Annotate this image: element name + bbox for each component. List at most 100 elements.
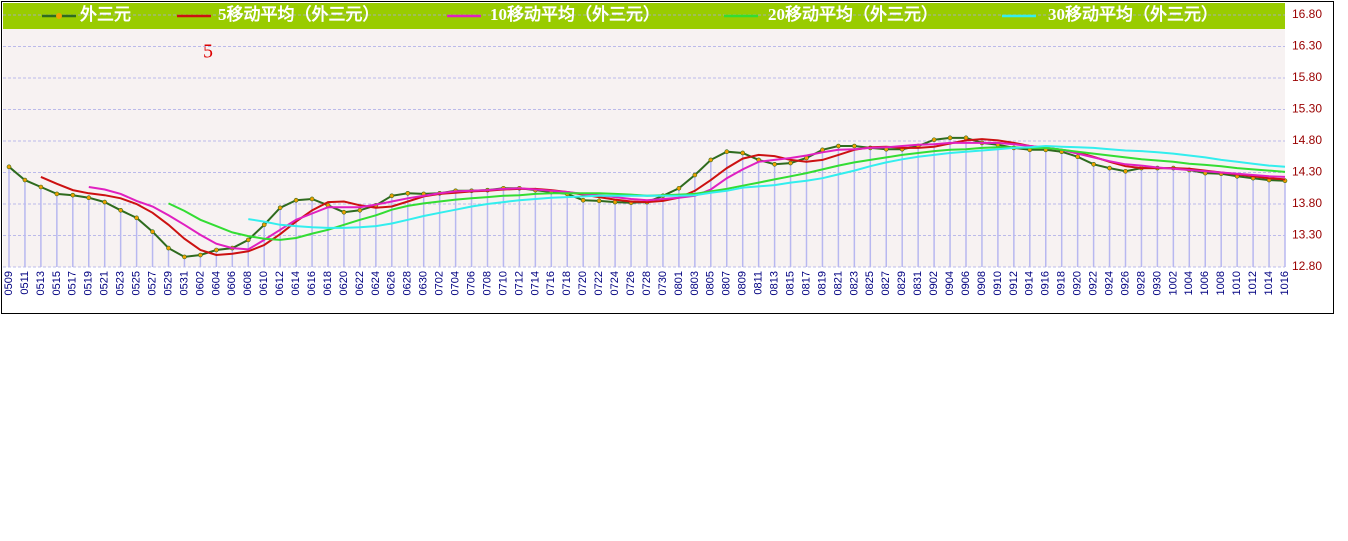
point-marker: [389, 193, 395, 199]
legend-label: 外三元: [80, 4, 131, 24]
point-marker: [182, 254, 187, 260]
x-tick-label: 0710: [497, 271, 509, 295]
x-tick-label: 0531: [178, 271, 190, 295]
point-marker: [405, 190, 411, 196]
x-tick-label: 0511: [19, 271, 31, 295]
point-marker: [740, 150, 746, 156]
point-marker: [931, 137, 937, 143]
x-tick-label: 0825: [864, 271, 876, 295]
x-tick-label: 0926: [1119, 271, 1131, 295]
x-tick-label: 0922: [1088, 271, 1100, 295]
y-tick-label: 13.80: [1292, 196, 1322, 210]
x-tick-label: 0827: [880, 271, 892, 295]
point-marker: [772, 162, 777, 167]
x-tick-label: 0714: [529, 271, 541, 295]
x-tick-label: 0704: [450, 271, 462, 295]
y-tick-label: 16.80: [1292, 7, 1322, 21]
x-tick-label: 0801: [673, 271, 685, 295]
annotation: 5: [203, 41, 213, 63]
x-tick-label: 1002: [1167, 271, 1179, 295]
x-tick-label: 0628: [402, 271, 414, 295]
x-tick-label: 0819: [816, 271, 828, 295]
x-tick-label: 0620: [338, 271, 350, 295]
x-tick-label: 0618: [322, 271, 334, 295]
y-tick-label: 14.80: [1292, 133, 1322, 147]
x-tick-label: 0924: [1103, 271, 1115, 295]
x-tick-label: 0918: [1056, 271, 1068, 295]
x-tick-label: 0610: [258, 271, 270, 295]
x-tick-label: 0912: [1008, 271, 1020, 295]
x-tick-label: 1008: [1215, 271, 1227, 295]
x-tick-label: 0608: [242, 271, 254, 295]
x-tick-label: 0914: [1024, 271, 1036, 295]
point-marker: [1091, 162, 1096, 167]
x-tick-label: 0730: [657, 271, 669, 295]
point-marker: [277, 205, 283, 211]
x-tick-label: 0811: [753, 271, 765, 295]
x-tick-label: 0930: [1151, 271, 1163, 295]
x-tick-label: 0718: [561, 271, 573, 295]
x-tick-label: 0630: [418, 271, 430, 295]
x-tick-label: 0606: [226, 271, 238, 295]
x-tick-label: 1016: [1279, 271, 1291, 295]
x-tick-label: 1012: [1247, 271, 1259, 295]
point-marker: [245, 237, 251, 243]
y-tick-label: 15.30: [1292, 102, 1322, 116]
x-tick-label: 0829: [896, 271, 908, 295]
x-tick-label: 1004: [1183, 271, 1195, 295]
x-tick-label: 0920: [1072, 271, 1084, 295]
legend-label: 30移动平均（外三元）: [1048, 4, 1218, 24]
y-tick-label: 16.30: [1292, 39, 1322, 53]
x-tick-label: 0513: [35, 271, 47, 295]
point-marker: [6, 164, 12, 170]
point-marker: [852, 143, 857, 149]
point-marker: [150, 229, 155, 235]
x-tick-label: 0906: [960, 271, 972, 295]
x-tick-label: 0908: [976, 271, 988, 295]
x-tick-label: 0807: [721, 271, 733, 295]
point-marker: [596, 198, 602, 204]
point-marker: [214, 247, 219, 253]
x-tick-label: 0724: [609, 271, 621, 295]
x-tick-label: 1006: [1199, 271, 1211, 295]
x-tick-label: 0712: [513, 271, 525, 295]
x-tick-label: 0614: [290, 271, 302, 295]
x-tick-label: 0928: [1135, 271, 1147, 295]
legend-label: 20移动平均（外三元）: [768, 4, 938, 24]
x-tick-label: 1010: [1231, 271, 1243, 295]
point-marker: [676, 185, 682, 191]
y-tick-label: 12.80: [1292, 259, 1322, 273]
series-line: [168, 146, 1286, 241]
x-tick-label: 0720: [577, 271, 589, 295]
point-marker: [38, 184, 44, 190]
point-marker: [134, 215, 139, 221]
x-tick-label: 0509: [3, 271, 15, 295]
x-tick-label: 0916: [1040, 271, 1052, 295]
point-marker: [118, 208, 123, 213]
x-tick-label: 0612: [274, 271, 286, 295]
point-marker: [836, 143, 841, 149]
x-tick-label: 0817: [800, 271, 812, 295]
point-marker: [341, 209, 347, 215]
x-tick-label: 0702: [434, 271, 446, 295]
x-tick-label: 0604: [210, 271, 222, 295]
point-marker: [947, 135, 953, 141]
point-marker: [293, 197, 299, 203]
legend-marker: [56, 13, 62, 19]
legend-label: 10移动平均（外三元）: [490, 4, 660, 24]
x-tick-label: 0523: [115, 271, 127, 295]
point-marker: [70, 192, 76, 198]
plot-background: [3, 3, 1285, 267]
point-marker: [198, 252, 203, 258]
x-tick-label: 0815: [784, 271, 796, 295]
point-marker: [357, 208, 363, 213]
x-tick-label: 0706: [465, 271, 477, 295]
x-tick-label: 0823: [848, 271, 860, 295]
x-tick-label: 0622: [354, 271, 366, 295]
x-tick-label: 0521: [99, 271, 111, 295]
x-tick-label: 0722: [593, 271, 605, 295]
x-tick-label: 0527: [146, 271, 158, 295]
x-tick-label: 0821: [832, 271, 844, 295]
point-marker: [86, 195, 92, 200]
